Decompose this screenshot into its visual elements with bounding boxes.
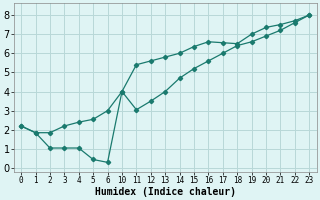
X-axis label: Humidex (Indice chaleur): Humidex (Indice chaleur) [95,186,236,197]
